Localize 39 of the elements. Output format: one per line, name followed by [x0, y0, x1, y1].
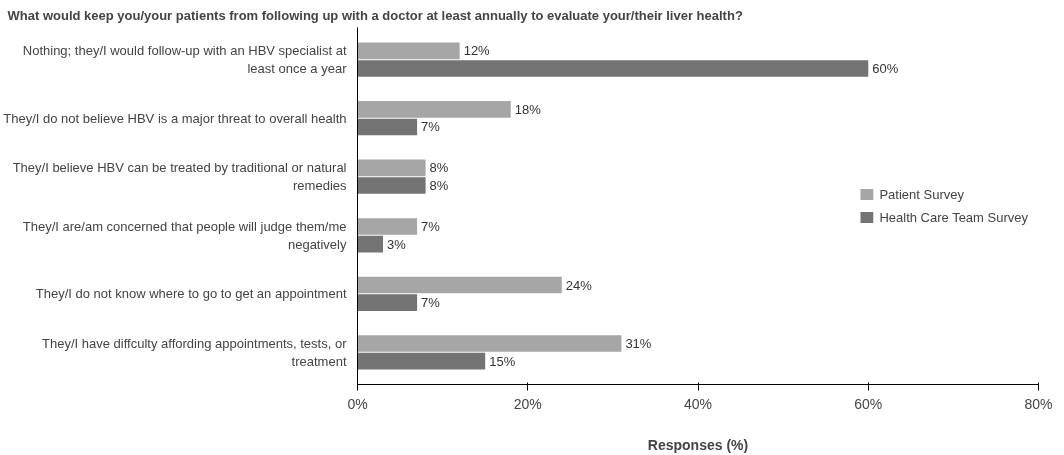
bar [357, 352, 486, 370]
legend-label: Health Care Team Survey [879, 209, 1028, 225]
data-label: 7% [421, 295, 441, 311]
chart-title: What would keep you/your patients from following up with a doctor at least annually to evaluate your/their liver health? [7, 7, 743, 23]
bar [357, 101, 511, 118]
bar [357, 276, 562, 294]
y-tick-label: Nothing; they/I would follow-up with an HBV specialist at least once a year [22, 43, 348, 77]
bar [357, 218, 418, 235]
bar [357, 118, 418, 136]
data-label: 18% [514, 101, 542, 117]
x-tick-label: 0% [347, 395, 368, 412]
legend-label: Patient Survey [879, 186, 964, 202]
data-label: 7% [421, 119, 441, 135]
x-tick-label: 80% [1024, 395, 1053, 412]
bar [357, 42, 460, 60]
bar [357, 235, 384, 253]
y-tick-label: They/I do not believe HBV is a major threat to overall health [3, 110, 347, 126]
data-label: 15% [489, 353, 516, 369]
y-tick-label: They/I are/am concerned that people will judge them/me negatively [22, 218, 347, 252]
bar [357, 335, 622, 352]
data-label: 12% [463, 43, 491, 59]
data-label: 31% [625, 336, 652, 352]
x-axis-title: Responses (%) [647, 436, 749, 453]
data-label: 3% [387, 236, 407, 252]
bar [357, 60, 869, 77]
y-tick-label: They/I believe HBV can be treated by traditional or natural remedies [12, 160, 347, 194]
bar [357, 159, 426, 177]
y-tick-label: They/I have diffculty affording appointments, tests, or treatment [42, 335, 348, 369]
data-label: 7% [421, 218, 441, 234]
data-label: 8% [429, 178, 449, 194]
data-label: 24% [565, 277, 593, 293]
bar [357, 177, 426, 194]
x-tick-label: 40% [683, 395, 713, 412]
data-label: 8% [429, 160, 449, 176]
data-label: 60% [872, 60, 899, 76]
bar [357, 294, 418, 311]
y-tick-label: They/I do not know where to go to get an appointment [35, 286, 347, 302]
x-tick-label: 60% [854, 395, 883, 412]
x-tick-label: 20% [513, 395, 542, 412]
